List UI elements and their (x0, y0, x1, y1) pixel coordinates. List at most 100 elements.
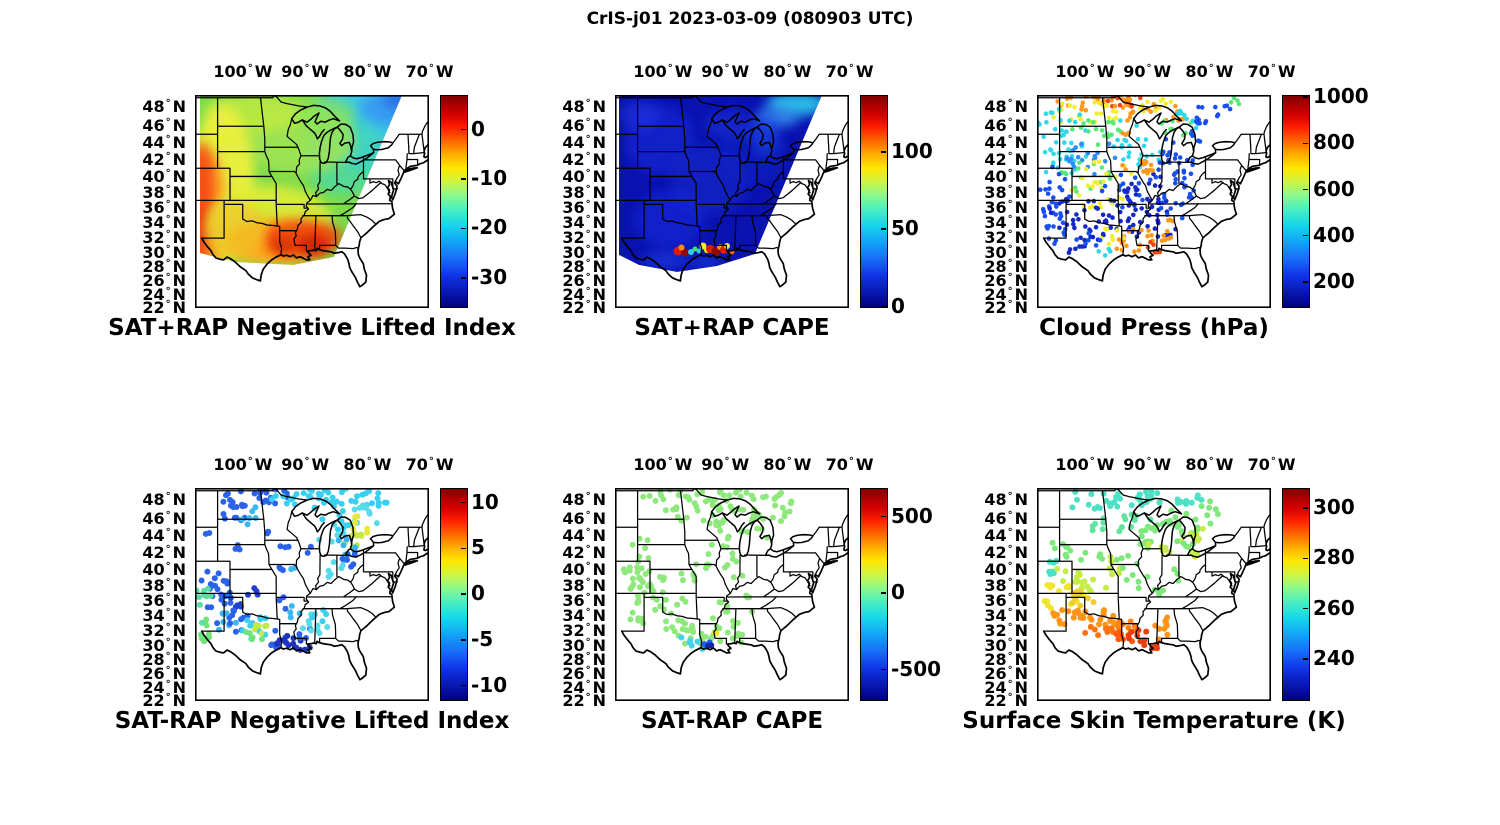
lat-tick-label: 48° N (562, 97, 606, 117)
colorbar-tick (1303, 607, 1308, 610)
map-svg (615, 488, 849, 701)
panel-title: SAT+RAP Negative Lifted Index (108, 315, 516, 341)
lat-tick-label: 46° N (984, 115, 1028, 135)
lat-tick-label: 48° N (984, 97, 1028, 117)
lat-tick-label: 28° N (984, 256, 1028, 276)
lat-tick-label: 30° N (562, 635, 606, 655)
data-layer (619, 95, 822, 272)
map-frame (195, 488, 429, 701)
lat-tick-label: 42° N (984, 543, 1028, 563)
lat-tick-label: 28° N (562, 256, 606, 276)
lat-tick-label: 48° N (142, 97, 186, 117)
lon-tick-label: 100° W (213, 455, 273, 474)
lon-tick-label: 90° W (701, 455, 750, 474)
lat-tick-label: 26° N (984, 663, 1028, 683)
colorbar-tick (461, 593, 466, 595)
colorbar-tick (461, 277, 466, 279)
colorbar-tick-label: 0 (471, 581, 485, 606)
colorbar-tick (881, 668, 886, 671)
colorbar-tick-label: 50 (891, 216, 919, 241)
lat-tick-label: 40° N (562, 559, 606, 579)
colorbar-tick (1303, 507, 1308, 509)
colorbar-tick (1303, 142, 1308, 145)
lat-tick-label: 34° N (562, 606, 606, 626)
colorbar-tick-label: 400 (1313, 222, 1355, 247)
lat-tick-label: 46° N (142, 115, 186, 135)
lat-tick-label: 38° N (984, 182, 1028, 202)
panel-title: SAT+RAP CAPE (634, 315, 830, 341)
colorbar-tick-label: 300 (1313, 494, 1355, 519)
lat-tick-label: 32° N (142, 228, 186, 248)
colorbar (440, 488, 468, 701)
colorbar-tick-label: -10 (471, 672, 508, 697)
lat-tick-label: 48° N (562, 490, 606, 510)
figure-title: CrIS-j01 2023-03-09 (080903 UTC) (586, 9, 914, 29)
lat-tick-label: 46° N (562, 115, 606, 135)
lat-tick-label: 38° N (142, 575, 186, 595)
lat-tick-label: 26° N (142, 663, 186, 683)
colorbar-tick-label: 100 (891, 138, 933, 163)
colorbar-tick (881, 305, 886, 308)
lat-tick-label: 24° N (562, 677, 606, 697)
colorbar-tick (1303, 658, 1308, 660)
lat-tick-label: 22° N (984, 691, 1028, 710)
map-svg (195, 95, 429, 308)
lon-tick-label: 80° W (343, 455, 392, 474)
lat-tick-label: 42° N (562, 543, 606, 563)
lat-tick-label: 22° N (142, 298, 186, 317)
lat-tick-label: 36° N (984, 591, 1028, 611)
lat-tick-label: 40° N (984, 166, 1028, 186)
map-frame (1037, 488, 1271, 701)
lat-tick-label: 48° N (142, 490, 186, 510)
panel-sat-minus-rap-cape: SAT-RAP CAPE 100° W 90° W 80° W 70° W 48° N 46° N 44… (562, 455, 941, 734)
lat-tick-label: 24° N (142, 284, 186, 304)
panel-surface-skin-temperature: Surface Skin Temperature (K) 100° W 90° W 80… (962, 455, 1354, 734)
lat-tick-label: 34° N (984, 606, 1028, 626)
lat-tick-label: 40° N (984, 559, 1028, 579)
map-svg (195, 488, 429, 701)
lat-tick-label: 26° N (562, 663, 606, 683)
lat-tick-label: 32° N (562, 621, 606, 641)
colorbar-tick (461, 227, 466, 230)
colorbar-tick-label: 10 (471, 489, 499, 514)
colorbar-tick-label: 280 (1313, 545, 1355, 570)
lon-tick-label: 80° W (763, 455, 812, 474)
lat-tick-label: 38° N (562, 182, 606, 202)
lon-tick-label: 80° W (1185, 62, 1234, 81)
colorbar-tick (461, 178, 466, 180)
lat-tick-label: 30° N (984, 635, 1028, 655)
colorbar-tick-label: -20 (471, 215, 508, 240)
lat-tick-label: 34° N (984, 213, 1028, 233)
lat-tick-label: 30° N (142, 635, 186, 655)
lat-tick-label: 42° N (984, 150, 1028, 170)
panel-cloud-press: Cloud Press (hPa) 100° W 90° W 80° W 70° W 48° N 4… (984, 62, 1368, 341)
lat-tick-label: 34° N (142, 606, 186, 626)
lat-tick-label: 28° N (984, 649, 1028, 669)
colorbar-tick-label: 200 (1313, 268, 1355, 293)
lat-tick-label: 44° N (142, 133, 186, 152)
lon-tick-label: 70° W (825, 455, 874, 474)
colorbar-tick (461, 639, 466, 641)
lat-tick-label: 38° N (984, 575, 1028, 595)
panel-sat-plus-rap-cape: SAT+RAP CAPE 100° W 90° W 80° W 70° W 48° N 46° N 44… (562, 62, 932, 341)
lat-tick-label: 46° N (142, 508, 186, 528)
colorbar-tick (461, 684, 466, 687)
lat-tick-label: 22° N (562, 691, 606, 710)
colorbar-tick (881, 592, 886, 594)
lat-tick-label: 48° N (984, 490, 1028, 510)
map-svg (1037, 95, 1271, 308)
lon-tick-label: 70° W (825, 62, 874, 81)
lon-tick-label: 90° W (1123, 62, 1172, 81)
map-svg (1037, 488, 1271, 701)
colorbar-tick (1303, 188, 1308, 191)
colorbar-tick-label: 260 (1313, 595, 1355, 620)
lat-tick-label: 40° N (562, 166, 606, 186)
colorbar-tick-label: 5 (471, 535, 485, 560)
lon-tick-label: 90° W (281, 62, 330, 81)
colorbar-tick-label: 0 (891, 580, 905, 605)
lat-tick-label: 32° N (142, 621, 186, 641)
lat-tick-label: 36° N (562, 198, 606, 218)
colorbar-tick (461, 128, 466, 131)
colorbar (1282, 95, 1310, 308)
